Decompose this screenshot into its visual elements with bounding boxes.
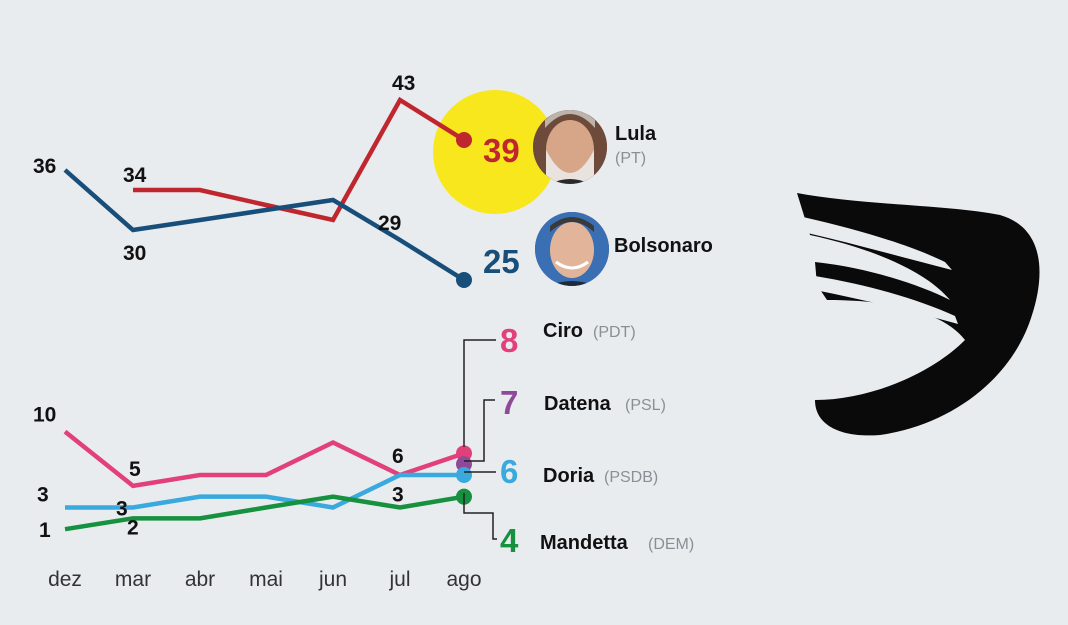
data-label-doria-dez: 3 (37, 484, 49, 507)
party-label-datena: (PSL) (625, 397, 666, 414)
lula-highlight-circle (433, 90, 557, 214)
name-label-datena: Datena (544, 393, 612, 415)
name-label-mandetta: Mandetta (540, 532, 629, 554)
brand-logo (797, 193, 1040, 436)
name-label-bolsonaro: Bolsonaro (614, 235, 713, 257)
data-label-lula-mar: 34 (123, 164, 147, 187)
series-line-doria (65, 472, 464, 510)
series-line-ciro (63, 429, 465, 489)
data-label-bolsonaro-dez: 36 (33, 155, 56, 178)
x-tick-mar: mar (115, 568, 151, 591)
party-label-ciro: (PDT) (593, 324, 636, 341)
end-point-bolsonaro (456, 272, 472, 288)
x-tick-mai: mai (249, 568, 283, 591)
end-point-doria (456, 467, 472, 483)
lula-photo (533, 110, 607, 184)
leader-line-datena (464, 399, 495, 462)
leader-line-mandetta (463, 493, 497, 540)
end-point-lula (456, 132, 472, 148)
series-line-mandetta (64, 494, 465, 532)
end-value-ciro: 8 (500, 322, 518, 359)
party-label-doria: (PSDB) (604, 469, 658, 486)
data-label-ciro-mar: 5 (129, 458, 141, 481)
party-label-mandetta: (DEM) (648, 536, 694, 553)
data-label-bolsonaro-mar: 30 (123, 242, 146, 265)
data-label-doria-mar: 3 (116, 498, 128, 521)
end-value-doria: 6 (500, 453, 518, 490)
x-tick-abr: abr (185, 568, 215, 591)
bolsonaro-photo (535, 212, 609, 286)
x-tick-ago: ago (446, 568, 481, 591)
name-label-doria: Doria (543, 465, 595, 487)
data-label-mandetta-jul: 3 (392, 484, 404, 507)
data-label-ciro-dez: 10 (33, 404, 56, 427)
name-label-ciro: Ciro (543, 320, 583, 342)
end-value-lula: 39 (483, 132, 520, 169)
end-value-mandetta: 4 (500, 522, 519, 559)
x-tick-dez: dez (48, 568, 82, 591)
data-label-mandetta-dez: 1 (39, 519, 51, 542)
leader-line-ciro (463, 339, 496, 447)
data-label-ciro-jul: 6 (392, 445, 404, 468)
x-tick-jun: jun (318, 568, 347, 591)
data-label-lula-jul: 43 (392, 72, 415, 95)
data-label-bolsonaro-jul: 29 (378, 212, 401, 235)
data-label-mandetta-mar: 2 (127, 516, 139, 539)
series-line-bolsonaro (63, 168, 466, 282)
name-label-lula: Lula (615, 123, 657, 145)
end-value-datena: 7 (500, 384, 518, 421)
end-value-bolsonaro: 25 (483, 243, 520, 280)
party-label-lula: (PT) (615, 150, 646, 167)
series-line-lula (133, 96, 466, 223)
x-tick-jul: jul (388, 568, 410, 591)
